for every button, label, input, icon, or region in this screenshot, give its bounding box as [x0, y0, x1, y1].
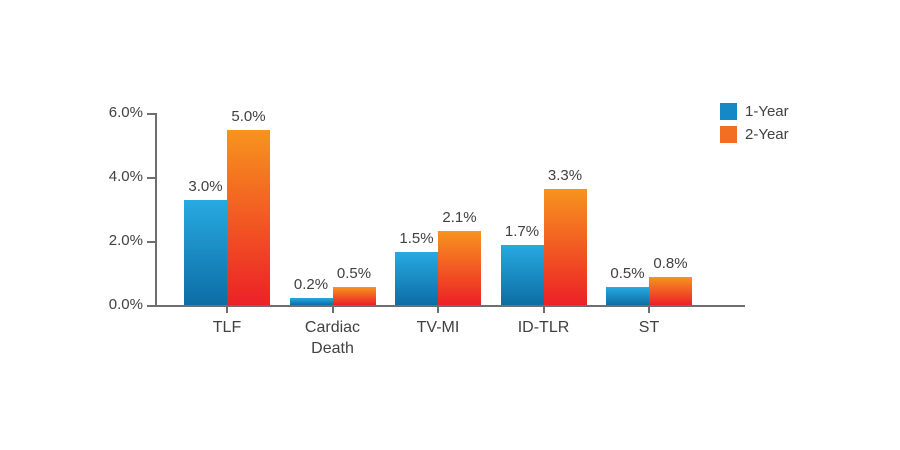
- x-axis-line: [147, 305, 745, 307]
- legend-label-1-year: 1-Year: [745, 103, 789, 120]
- value-label-2-year-tv-mi: 2.1%: [442, 209, 477, 226]
- bar-1-year-st: [606, 287, 649, 305]
- legend-label-2-year: 2-Year: [745, 126, 789, 143]
- bar-2-year-id-tlr: [543, 189, 587, 305]
- legend-item-2-year: 2-Year: [720, 126, 789, 143]
- legend-swatch-1-year-icon: [720, 103, 737, 120]
- value-label-2-year-id-tlr: 3.3%: [547, 167, 583, 184]
- y-tick-label: 6.0%: [108, 104, 143, 121]
- y-tick-mark: [147, 241, 155, 243]
- bar-1-year-tv-mi: [395, 252, 438, 305]
- y-tick-label: 2.0%: [108, 232, 143, 249]
- x-tick-mark: [648, 305, 650, 313]
- y-axis-line: [155, 113, 157, 307]
- x-tick-mark: [226, 305, 228, 313]
- value-label-1-year-tv-mi: 1.5%: [399, 230, 434, 247]
- bar-2-year-tv-mi: [438, 231, 481, 305]
- bar-1-year-id-tlr: [500, 245, 544, 305]
- y-tick-mark: [147, 177, 155, 179]
- category-label-cardiac-death: Cardiac Death: [304, 319, 361, 357]
- value-label-2-year-cardiac-death: 0.5%: [336, 265, 372, 282]
- category-label-tlf: TLF: [212, 319, 242, 336]
- value-label-1-year-tlf: 3.0%: [188, 178, 223, 195]
- legend-swatch-2-year-icon: [720, 126, 737, 143]
- value-label-1-year-st: 0.5%: [610, 265, 645, 282]
- value-label-2-year-st: 0.8%: [653, 255, 688, 272]
- legend: 1-Year 2-Year: [720, 103, 789, 149]
- legend-item-1-year: 1-Year: [720, 103, 789, 120]
- bar-1-year-cardiac-death: [289, 298, 333, 305]
- x-tick-mark: [331, 305, 334, 313]
- value-label-1-year-cardiac-death: 0.2%: [293, 276, 329, 293]
- y-tick-mark: [147, 113, 155, 115]
- category-label-id-tlr: ID-TLR: [517, 319, 570, 336]
- x-tick-mark: [542, 305, 545, 313]
- bar-2-year-cardiac-death: [332, 287, 376, 305]
- category-label-tv-mi: TV-MI: [416, 319, 460, 336]
- y-tick-label: 4.0%: [108, 168, 143, 185]
- value-label-1-year-id-tlr: 1.7%: [504, 223, 540, 240]
- y-tick-label: 0.0%: [108, 296, 143, 313]
- bar-1-year-tlf: [184, 200, 227, 305]
- bar-2-year-tlf: [227, 130, 270, 305]
- x-tick-mark: [437, 305, 439, 313]
- bar-2-year-st: [649, 277, 692, 305]
- category-label-st: ST: [638, 319, 660, 336]
- value-label-2-year-tlf: 5.0%: [231, 108, 266, 125]
